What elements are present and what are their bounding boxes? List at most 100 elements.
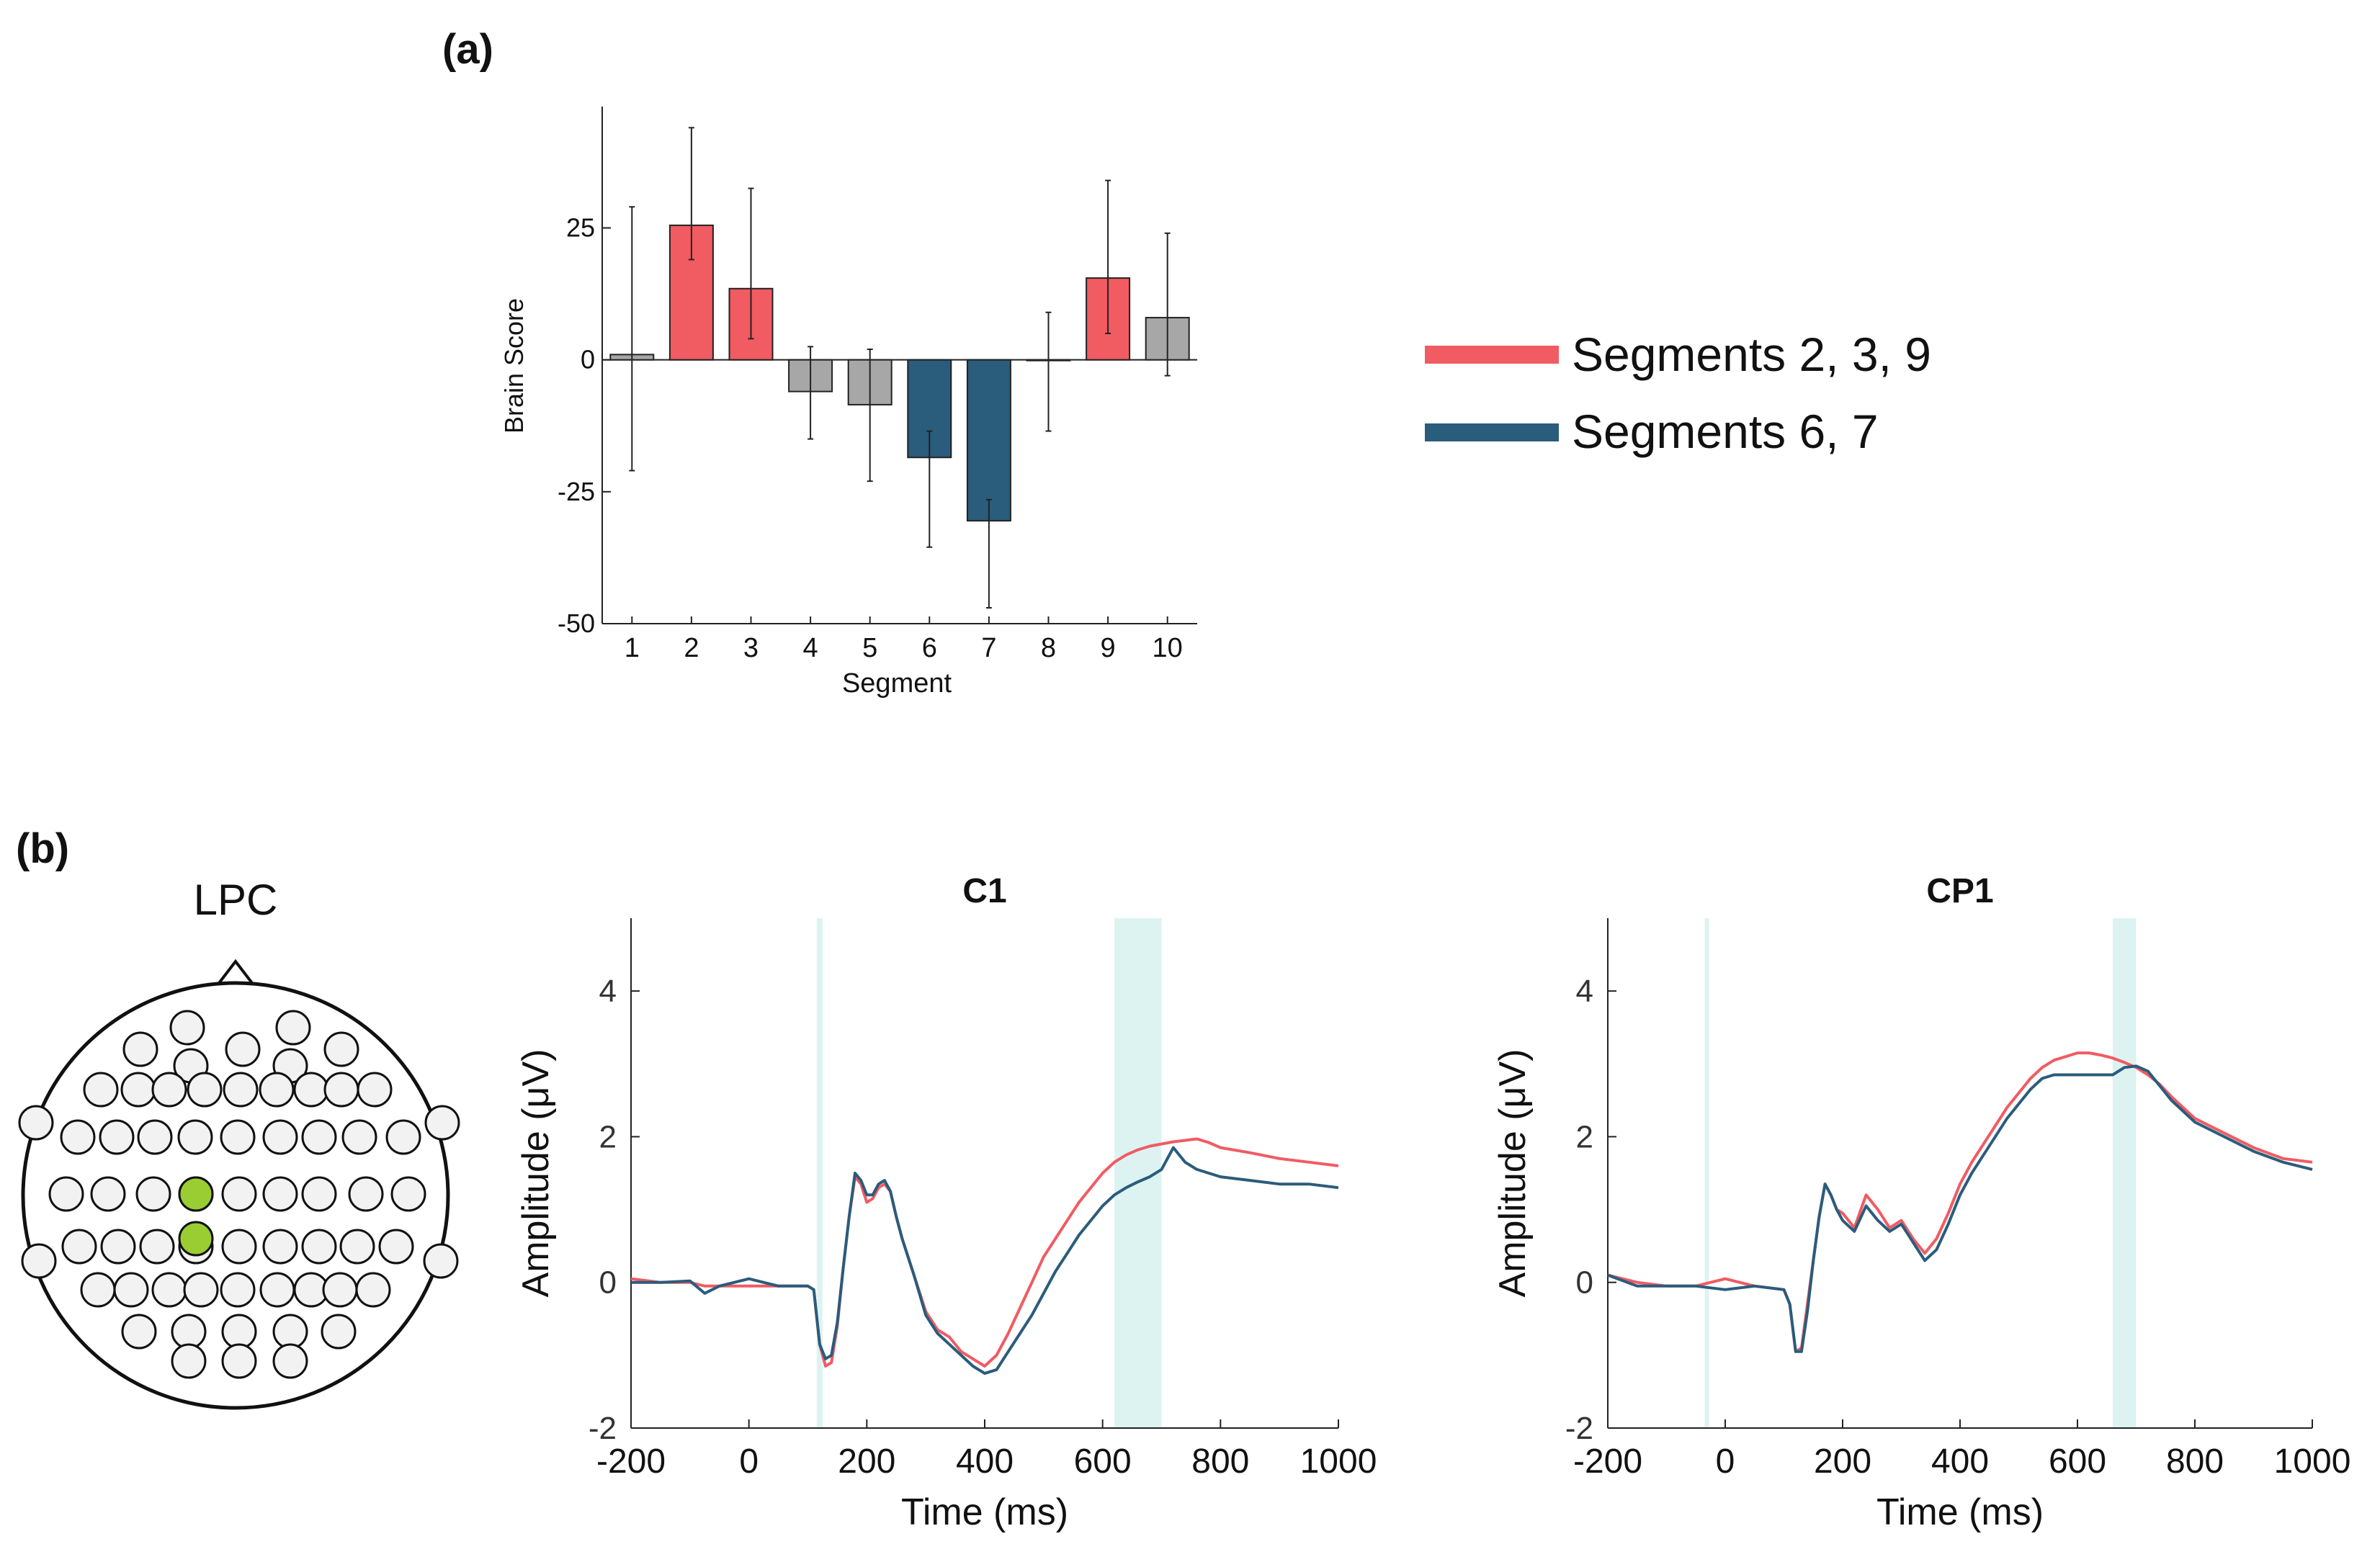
- electrode: [221, 1176, 257, 1212]
- legend: Segments 2, 3, 9 Segments 6, 7: [1425, 328, 1931, 458]
- electrode: [183, 1272, 219, 1308]
- electrode: [390, 1176, 426, 1212]
- series-line-segments-2-3-9: [1607, 1051, 2313, 1353]
- electrode: [357, 1072, 393, 1108]
- bar-chart: 25 0 -25 -50 1 2 3 4 5 6 7 8 9 10 Segment Brain Score: [499, 107, 1197, 699]
- y-tick-label: -2: [1565, 1411, 1593, 1446]
- electrode: [169, 1010, 205, 1046]
- x-tick-label: -200: [596, 1442, 666, 1481]
- electrode-cp1-active: [178, 1221, 214, 1257]
- electrode: [275, 1010, 311, 1046]
- electrode: [83, 1072, 119, 1108]
- x-tick-label: 600: [2049, 1442, 2106, 1481]
- panel-label-b: (b): [16, 825, 69, 872]
- x-tick-label: 800: [2166, 1442, 2224, 1481]
- x-tick-label: 200: [838, 1442, 895, 1481]
- electrode: [151, 1272, 187, 1308]
- cp1-chart-x-label: Time (ms): [1876, 1491, 2044, 1533]
- x-tick-label: 400: [956, 1442, 1014, 1481]
- series-line-segments-6-7: [631, 1146, 1339, 1375]
- x-tick-label: -200: [1573, 1442, 1642, 1481]
- electrode: [177, 1119, 213, 1155]
- electrode: [272, 1314, 308, 1350]
- electrode: [355, 1272, 391, 1308]
- bar-y-tick-label: -50: [558, 609, 595, 638]
- y-tick-label: 4: [599, 974, 617, 1009]
- x-tick-label: 800: [1191, 1442, 1249, 1481]
- y-tick-label: 0: [1576, 1265, 1593, 1301]
- bar-x-tick-label: 2: [684, 633, 699, 663]
- electrode: [99, 1119, 135, 1155]
- electrode: [378, 1229, 414, 1265]
- x-tick-label: 0: [1716, 1442, 1735, 1481]
- y-tick-label: 4: [1576, 974, 1593, 1009]
- bar-x-label: Segment: [842, 668, 952, 699]
- bar-y-tick-label: -25: [558, 477, 595, 506]
- electrode: [321, 1314, 357, 1350]
- highlight-band: [1704, 918, 1709, 1428]
- cp1-chart-title: CP1: [1926, 872, 1993, 910]
- bar-y-tick-label: 0: [581, 345, 595, 374]
- electrode: [339, 1229, 375, 1265]
- electrode: [139, 1229, 175, 1265]
- legend-swatch-1: [1425, 346, 1559, 364]
- bar-x-tick-label: 10: [1153, 633, 1183, 663]
- electrode: [135, 1176, 171, 1212]
- bar-x-tick-label: 3: [743, 633, 759, 663]
- x-tick-label: 600: [1074, 1442, 1132, 1481]
- electrode: [171, 1314, 207, 1350]
- bar-x-tick-label: 7: [981, 633, 996, 663]
- x-tick-label: 0: [739, 1442, 759, 1481]
- electrode: [225, 1031, 261, 1067]
- topomap: LPC: [18, 876, 460, 1410]
- electrode: [259, 1272, 295, 1308]
- bar-y-label: Brain Score: [499, 298, 529, 434]
- electrode: [424, 1105, 460, 1141]
- electrode: [171, 1343, 207, 1379]
- electrode: [301, 1229, 337, 1265]
- electrode: [385, 1119, 421, 1155]
- y-tick-label: 0: [599, 1265, 617, 1301]
- electrode: [262, 1119, 298, 1155]
- electrode: [220, 1272, 256, 1308]
- electrode: [61, 1229, 97, 1265]
- electrode: [187, 1072, 223, 1108]
- bar-x-tick-label: 8: [1041, 633, 1056, 663]
- bar-x-tick-label: 4: [803, 633, 818, 663]
- legend-swatch-2: [1425, 423, 1559, 441]
- electrode: [348, 1176, 384, 1212]
- electrode: [301, 1176, 337, 1212]
- cp1-chart: -2 0 2 4 -200 0 200 400 600 800 1000 CP1 Time (ms) Am…: [1492, 872, 2350, 1533]
- electrode: [223, 1072, 259, 1108]
- x-tick-label: 1000: [2274, 1442, 2351, 1481]
- c1-chart-title: C1: [962, 872, 1006, 910]
- electrode: [293, 1072, 329, 1108]
- electrode: [60, 1119, 96, 1155]
- bar-x-tick-label: 1: [625, 633, 640, 663]
- electrode: [48, 1176, 84, 1212]
- panel-label-a: (a): [442, 26, 493, 73]
- electrode: [113, 1272, 149, 1308]
- x-tick-label: 1000: [1300, 1442, 1377, 1481]
- electrode: [259, 1072, 295, 1108]
- bar-segment-7: [966, 359, 1011, 522]
- electrode: [122, 1031, 158, 1067]
- bar-x-tick-label: 9: [1101, 633, 1116, 663]
- electrode: [151, 1072, 187, 1108]
- c1-chart-x-label: Time (ms): [901, 1491, 1068, 1533]
- electrode: [323, 1072, 359, 1108]
- electrode: [341, 1119, 377, 1155]
- y-tick-label: 2: [599, 1119, 617, 1154]
- electrode: [100, 1229, 136, 1265]
- x-tick-label: 200: [1814, 1442, 1871, 1481]
- legend-label-1: Segments 2, 3, 9: [1572, 328, 1931, 381]
- highlight-band: [816, 918, 823, 1428]
- legend-label-2: Segments 6, 7: [1572, 405, 1879, 458]
- y-tick-label: 2: [1576, 1119, 1593, 1154]
- electrode: [18, 1105, 54, 1141]
- c1-chart: -2 0 2 4 -200 0 200 400 600 800 1000 C1 Time (ms) Amp…: [515, 872, 1377, 1533]
- electrode: [137, 1119, 173, 1155]
- electrode: [322, 1272, 358, 1308]
- electrode: [301, 1119, 337, 1155]
